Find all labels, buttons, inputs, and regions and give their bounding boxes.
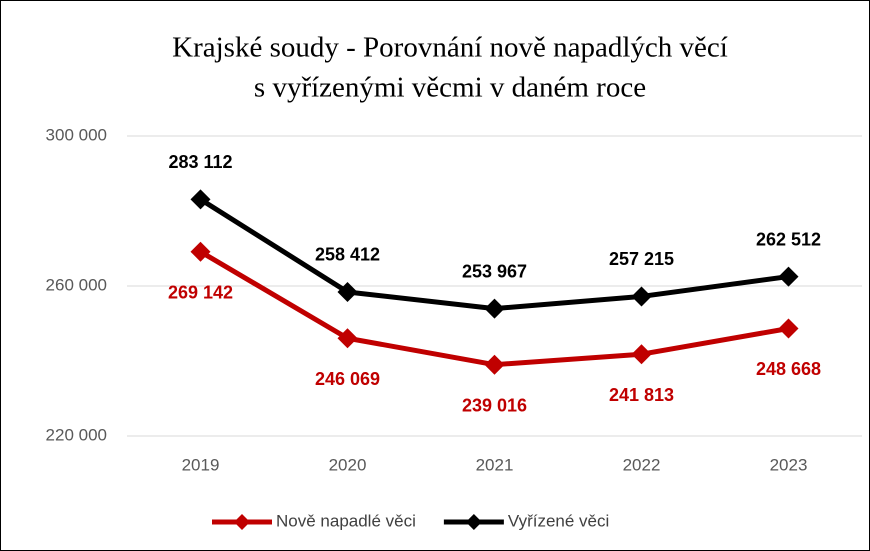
data-label: 258 412 <box>315 245 380 265</box>
point-marker <box>778 266 799 287</box>
point-marker <box>484 298 505 319</box>
legend-label: Vyřízené věci <box>508 511 609 530</box>
x-tick-label: 2023 <box>770 455 808 474</box>
data-label: 248 668 <box>756 359 821 379</box>
point-marker <box>631 344 652 365</box>
y-tick-label: 220 000 <box>46 425 107 444</box>
chart-title: s vyřízenými věcmi v daném roce <box>254 72 646 104</box>
chart-title: Krajské soudy - Porovnání nově napadlých… <box>172 32 728 64</box>
point-marker <box>190 189 211 210</box>
point-marker <box>484 354 505 375</box>
point-marker <box>337 281 358 302</box>
point-marker <box>778 318 799 339</box>
data-label: 246 069 <box>315 369 380 389</box>
legend-marker <box>465 514 482 530</box>
data-label: 269 142 <box>168 282 233 302</box>
legend-label: Nově napadlé věci <box>276 511 416 530</box>
data-label: 262 512 <box>756 229 821 249</box>
x-tick-label: 2020 <box>329 455 367 474</box>
data-label: 253 967 <box>462 261 527 281</box>
y-tick-label: 260 000 <box>46 275 107 294</box>
data-label: 257 215 <box>609 249 674 269</box>
point-marker <box>190 241 211 262</box>
data-label: 241 813 <box>609 385 674 405</box>
x-tick-label: 2019 <box>182 455 220 474</box>
data-label: 283 112 <box>168 152 232 172</box>
point-marker <box>631 286 652 307</box>
x-tick-label: 2021 <box>476 455 514 474</box>
legend-marker <box>234 514 250 530</box>
y-tick-label: 300 000 <box>46 125 107 144</box>
data-label: 239 016 <box>462 395 527 415</box>
point-marker <box>337 328 358 349</box>
x-tick-label: 2022 <box>623 455 661 474</box>
